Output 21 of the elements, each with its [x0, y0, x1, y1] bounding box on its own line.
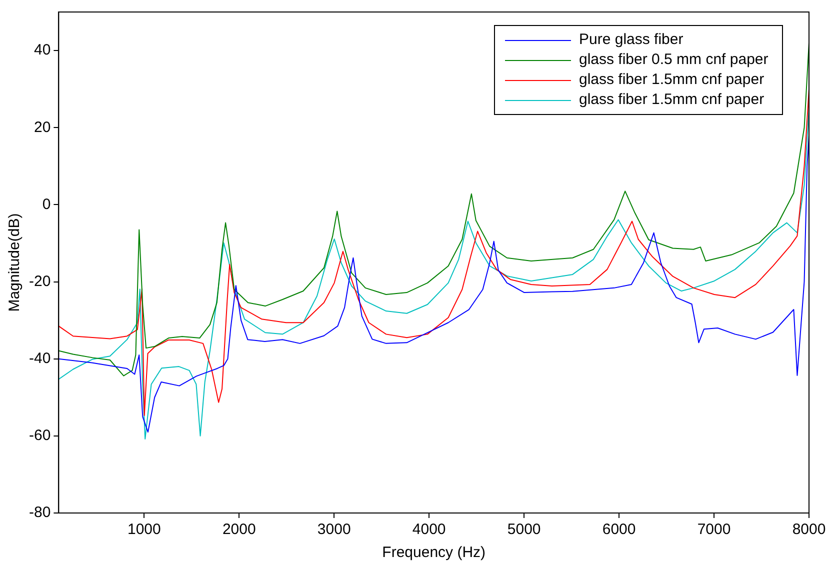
y-tick-label: 0 — [42, 196, 51, 213]
y-axis-title: Magnitude(dB) — [6, 213, 24, 312]
y-tick-label: -20 — [28, 272, 51, 290]
x-tick-label: 5000 — [507, 521, 541, 538]
x-tick-label: 2000 — [222, 521, 256, 538]
y-tick-label: -80 — [28, 504, 51, 522]
x-tick-label: 3000 — [317, 521, 351, 538]
x-tick-label: 7000 — [697, 521, 731, 538]
x-tick-label: 1000 — [127, 521, 161, 538]
x-axis-title: Frequency (Hz) — [382, 544, 486, 562]
legend-label: glass fiber 1.5mm cnf paper — [579, 90, 764, 110]
x-tick-label: 8000 — [792, 521, 826, 538]
legend-label: Pure glass fiber — [579, 30, 684, 50]
y-tick-label: 40 — [34, 42, 51, 59]
legend-label: glass fiber 0.5 mm cnf paper — [579, 50, 768, 70]
y-tick-label: -40 — [28, 350, 51, 367]
x-tick-label: 4000 — [412, 521, 446, 538]
legend-label: glass fiber 1.5mm cnf paper — [579, 70, 764, 90]
y-tick-label: -60 — [28, 427, 51, 444]
x-tick-label: 6000 — [602, 521, 636, 538]
y-tick-label: 20 — [34, 118, 51, 136]
